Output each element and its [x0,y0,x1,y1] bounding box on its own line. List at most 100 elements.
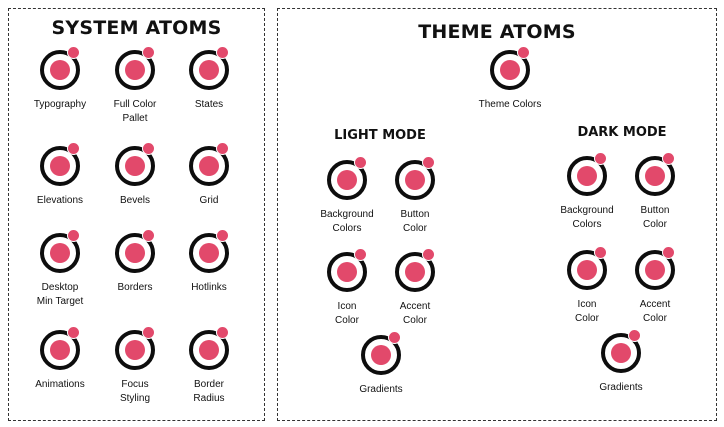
theme-atoms-panel: THEME ATOMS [277,8,717,421]
atom-core [199,156,219,176]
atom-item: Icon Color [542,246,632,330]
atom-item: Accent Color [370,248,460,332]
atom-label: Desktop Min Target [36,282,84,307]
atom-icon [189,229,229,273]
atom-core [645,166,665,186]
atom-core [611,343,631,363]
atom-item: Button Color [610,152,700,236]
atom-item: Theme Colors [465,46,555,130]
atom-core [577,166,597,186]
atom-electron [628,329,641,342]
system-atoms-panel: SYSTEM ATOMS [8,8,265,421]
atom-icon [567,246,607,290]
atom-core [199,340,219,360]
atom-label: Animations [35,379,85,390]
atom-icon [189,46,229,90]
atom-label: Grid [199,195,219,206]
atom-label: Button Color [640,205,670,230]
atom-core [50,243,70,263]
atom-icon [567,152,607,196]
atom-item: Border Radius [164,326,254,410]
atom-icon [115,46,155,90]
atom-label: Gradients [359,384,403,395]
atom-core [50,156,70,176]
atom-label: Border Radius [193,379,225,404]
atom-label: Accent Color [639,299,671,324]
atom-electron [594,246,607,259]
dark-mode-title: DARK MODE [577,125,667,140]
atom-core [125,243,145,263]
atom-icon [40,142,80,186]
atom-icon [115,142,155,186]
atom-item: Button Color [370,156,460,240]
atom-icon [40,46,80,90]
atom-item: Desktop Min Target [15,229,105,313]
atom-electron [594,152,607,165]
atom-item: Gradients [336,331,426,415]
system-atoms-title: SYSTEM ATOMS [51,17,222,39]
atom-electron [354,156,367,169]
atom-ring [115,146,155,186]
atom-electron [142,46,155,59]
atom-label: Typography [33,99,87,110]
atom-electron [216,142,229,155]
atom-label: Button Color [400,209,430,234]
atom-icon [189,142,229,186]
atom-core [199,60,219,80]
atom-core [125,156,145,176]
atom-electron [142,326,155,339]
atom-electron [422,248,435,261]
atom-item: Full Color Pallet [90,46,180,130]
atom-icon [635,152,675,196]
atom-electron [216,46,229,59]
atom-item: Accent Color [610,246,700,330]
atom-icon [395,248,435,292]
atom-item: Grid [164,142,254,226]
atom-electron [354,248,367,261]
atom-icon [115,326,155,370]
atom-icon [40,229,80,273]
atom-icon [327,248,367,292]
atom-item: Gradients [576,329,666,413]
atom-item: Background Colors [302,156,392,240]
atom-electron [142,142,155,155]
atom-electron [388,331,401,344]
atom-icon [635,246,675,290]
atom-icon [115,229,155,273]
atom-label: Icon Color [335,301,359,326]
atom-electron [216,326,229,339]
atom-label: Full Color Pallet [113,99,157,124]
atom-electron [67,326,80,339]
atom-core [645,260,665,280]
atom-item: Bevels [90,142,180,226]
atom-icon [189,326,229,370]
atom-electron [662,152,675,165]
atom-label: Icon Color [575,299,599,324]
atom-core [125,60,145,80]
atom-core [337,262,357,282]
atom-core [405,262,425,282]
atom-item: Elevations [15,142,105,226]
atom-core [125,340,145,360]
atom-item: Animations [15,326,105,410]
atom-core [50,60,70,80]
atom-core [199,243,219,263]
atom-label: Background Colors [560,205,614,230]
atom-item: Background Colors [542,152,632,236]
atom-core [500,60,520,80]
atom-label: Theme Colors [478,99,542,110]
atom-ring [40,50,80,90]
atom-label: Background Colors [320,209,374,234]
atom-core [371,345,391,365]
atom-item: Borders [90,229,180,313]
atom-item: Icon Color [302,248,392,332]
atom-item: Typography [15,46,105,130]
atom-icon [490,46,530,90]
atom-label: States [194,99,224,110]
atom-label: Borders [117,282,153,293]
atom-core [577,260,597,280]
atom-electron [67,142,80,155]
atom-label: Elevations [36,195,84,206]
atom-electron [142,229,155,242]
theme-atoms-title: THEME ATOMS [418,21,576,43]
